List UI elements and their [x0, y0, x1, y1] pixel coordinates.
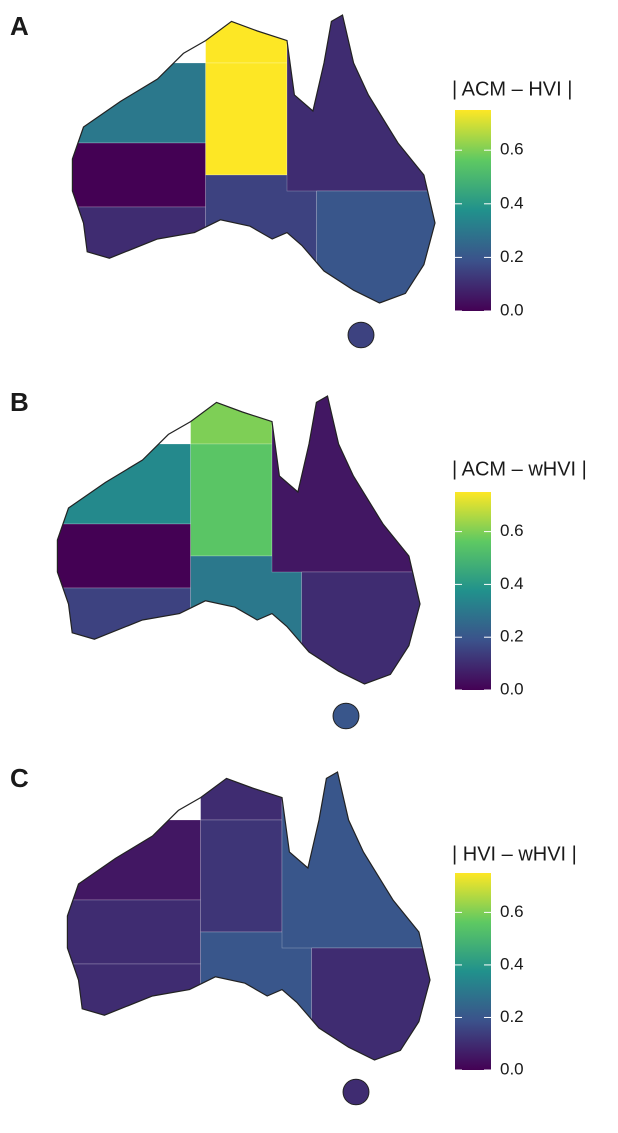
tick-label: 0.6	[500, 521, 524, 540]
region	[65, 207, 206, 335]
figure: A | ACM – HVI | 0.0 0.2 0.4 0.6 B | ACM – wHVI …	[0, 0, 618, 1128]
region	[348, 322, 374, 348]
map	[50, 396, 420, 716]
colorbar	[455, 873, 491, 1070]
region	[191, 396, 272, 444]
tick-label: 0.2	[500, 1007, 524, 1026]
region	[312, 948, 430, 1092]
region	[287, 15, 435, 191]
panel: A | ACM – HVI | 0.0 0.2 0.4 0.6	[10, 11, 572, 348]
region	[50, 524, 191, 588]
legend-title: | HVI – wHVI |	[452, 843, 577, 865]
region	[201, 820, 282, 932]
panel-label: A	[10, 11, 29, 41]
panel: C | HVI – wHVI | 0.0 0.2 0.4 0.6	[10, 763, 577, 1105]
region	[60, 900, 201, 964]
region	[206, 175, 317, 335]
tick-label: 0.0	[500, 300, 524, 319]
tick-label: 0.2	[500, 627, 524, 646]
region	[60, 964, 201, 1092]
map	[60, 772, 430, 1092]
legend-title: | ACM – HVI |	[452, 78, 572, 100]
tick-label: 0.4	[500, 193, 524, 212]
region	[201, 772, 282, 820]
region	[333, 703, 359, 729]
region	[317, 191, 435, 335]
region	[65, 143, 206, 207]
tick-label: 0.6	[500, 902, 524, 921]
map	[65, 15, 435, 335]
region	[282, 772, 430, 948]
region	[191, 556, 302, 716]
region	[65, 63, 206, 143]
region	[60, 820, 201, 900]
panel-label: C	[10, 763, 29, 793]
legend-title: | ACM – wHVI |	[452, 458, 587, 480]
region	[206, 63, 287, 175]
colorbar	[455, 110, 491, 311]
tick-label: 0.0	[500, 679, 524, 698]
panel: B | ACM – wHVI | 0.0 0.2 0.4 0.6	[10, 387, 587, 729]
region	[206, 15, 287, 63]
region	[201, 932, 312, 1092]
region	[191, 444, 272, 556]
region	[272, 396, 420, 572]
colorbar	[455, 492, 491, 690]
tick-label: 0.0	[500, 1059, 524, 1078]
tick-label: 0.4	[500, 574, 524, 593]
region	[343, 1079, 369, 1105]
tick-label: 0.4	[500, 954, 524, 973]
tick-label: 0.2	[500, 247, 524, 266]
region	[50, 588, 191, 716]
region	[302, 572, 420, 716]
region	[50, 444, 191, 524]
tick-label: 0.6	[500, 140, 524, 159]
panel-label: B	[10, 387, 29, 417]
